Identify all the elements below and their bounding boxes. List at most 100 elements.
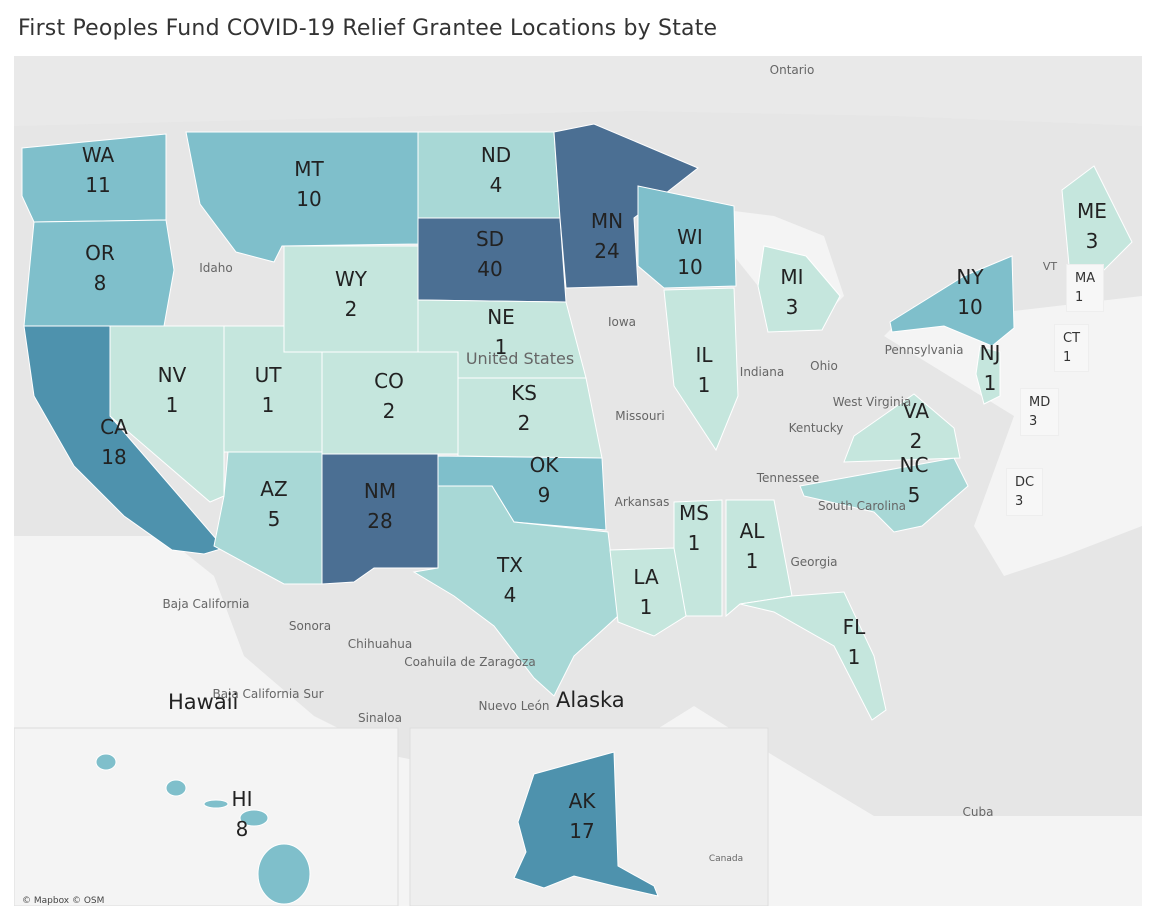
state-code-il: IL <box>695 343 713 367</box>
state-ms[interactable] <box>673 499 723 617</box>
basemap-label-tennessee: Tennessee <box>756 471 820 485</box>
state-count-hi: 8 <box>236 817 249 841</box>
state-count-ks: 2 <box>518 411 531 435</box>
state-code-or: OR <box>85 241 115 265</box>
callout-ma[interactable]: MA 1 <box>1066 264 1105 312</box>
basemap-label-vt: VT <box>1043 260 1058 273</box>
basemap-label-ohio: Ohio <box>810 359 838 373</box>
basemap-label-baja: Baja California <box>162 597 249 611</box>
basemap-label-south-carolina: South Carolina <box>818 499 906 513</box>
basemap-label-west-virginia: West Virginia <box>833 395 912 409</box>
hawaii-inset-label: Hawaii <box>168 690 239 714</box>
basemap-label-cuba: Cuba <box>963 805 994 819</box>
state-ak[interactable] <box>513 751 659 897</box>
basemap-canada <box>14 56 1142 126</box>
basemap-label-united-states: United States <box>466 349 574 368</box>
basemap-label-indiana: Indiana <box>740 365 784 379</box>
state-count-nm: 28 <box>367 509 392 533</box>
state-hi-maui[interactable] <box>239 809 269 827</box>
state-me[interactable] <box>1061 165 1133 283</box>
state-nm[interactable] <box>321 453 439 585</box>
state-count-ne: 1 <box>495 335 508 359</box>
state-mn[interactable] <box>553 123 699 289</box>
state-nv[interactable] <box>109 325 225 503</box>
state-code-tx: TX <box>496 553 523 577</box>
callout-dc[interactable]: DC 3 <box>1006 468 1044 516</box>
basemap-label-bcs: Baja California Sur <box>212 687 323 701</box>
states-layer <box>21 123 1133 721</box>
state-count-ak: 17 <box>569 819 594 843</box>
state-or[interactable] <box>23 219 175 327</box>
state-wi[interactable] <box>637 185 737 289</box>
state-code-hi: HI <box>232 787 253 811</box>
state-fl[interactable] <box>739 591 887 721</box>
state-hi-kauai[interactable] <box>95 753 117 771</box>
basemap-label-missouri: Missouri <box>615 409 664 423</box>
state-count-az: 5 <box>268 507 281 531</box>
callout-count-dc: 3 <box>1015 494 1024 509</box>
state-code-wy: WY <box>335 267 368 291</box>
state-code-la: LA <box>633 565 659 589</box>
state-az[interactable] <box>213 451 323 585</box>
state-nc[interactable] <box>799 457 969 533</box>
map-title: First Peoples Fund COVID-19 Relief Grant… <box>18 16 718 41</box>
state-tx[interactable] <box>412 485 619 697</box>
state-la[interactable] <box>609 547 687 637</box>
state-count-il: 1 <box>698 373 711 397</box>
callout-count-ct: 1 <box>1063 350 1072 365</box>
state-count-nc: 5 <box>908 483 921 507</box>
map-credit: © Mapbox © OSM <box>22 896 105 906</box>
state-code-wi: WI <box>677 225 703 249</box>
state-code-mt: MT <box>294 157 324 181</box>
alaska-inset-label: Alaska <box>556 688 625 712</box>
state-code-nc: NC <box>900 453 929 477</box>
basemap-label-kentucky: Kentucky <box>789 421 844 435</box>
state-code-ny: NY <box>956 265 984 289</box>
state-va[interactable] <box>843 393 961 463</box>
state-hi-big-island[interactable] <box>257 843 311 905</box>
basemap-label-chihuahua: Chihuahua <box>348 637 412 651</box>
basemap-label-coahuila: Coahuila de Zaragoza <box>404 655 535 669</box>
basemap-labels: Ontario Idaho Iowa Missouri Indiana Ohio Penns… <box>162 63 1057 864</box>
hawaii-islands <box>95 753 311 905</box>
state-code-mi: MI <box>780 265 803 289</box>
callout-md[interactable]: MD 3 <box>1020 388 1060 436</box>
callout-count-md: 3 <box>1029 414 1038 429</box>
state-count-tx: 4 <box>504 583 517 607</box>
state-nj[interactable] <box>975 345 1001 405</box>
state-count-fl: 1 <box>848 645 861 669</box>
callout-code-dc: DC <box>1015 475 1035 490</box>
state-code-ok: OK <box>530 453 560 477</box>
state-count-sd: 40 <box>477 257 502 281</box>
state-code-nj: NJ <box>980 341 1001 365</box>
state-mi[interactable] <box>757 245 841 333</box>
state-hi-oahu[interactable] <box>165 779 187 797</box>
state-ny[interactable] <box>889 255 1015 347</box>
state-count-me: 3 <box>1086 229 1099 253</box>
state-code-al: AL <box>740 519 766 543</box>
basemap-label-sinaloa: Sinaloa <box>358 711 402 725</box>
basemap-label-ontario: Ontario <box>770 63 815 77</box>
state-code-sd: SD <box>476 227 504 251</box>
state-code-nd: ND <box>481 143 511 167</box>
basemap-label-georgia: Georgia <box>790 555 837 569</box>
state-code-nv: NV <box>158 363 187 387</box>
callout-ct[interactable]: CT 1 <box>1054 324 1090 372</box>
basemap-label-idaho: Idaho <box>199 261 232 275</box>
callout-code-ma: MA <box>1075 271 1096 286</box>
state-count-wa: 11 <box>85 173 110 197</box>
basemap-label-nuevo-leon: Nuevo León <box>478 699 549 713</box>
state-code-mn: MN <box>591 209 623 233</box>
state-count-la: 1 <box>640 595 653 619</box>
state-code-ne: NE <box>487 305 515 329</box>
state-hi-molokai[interactable] <box>203 799 229 809</box>
alaska-shape <box>513 751 659 897</box>
callout-code-md: MD <box>1029 395 1051 410</box>
state-code-nm: NM <box>364 479 396 503</box>
state-code-ks: KS <box>511 381 537 405</box>
state-count-nv: 1 <box>166 393 179 417</box>
state-code-ms: MS <box>679 501 709 525</box>
state-il[interactable] <box>663 287 739 452</box>
